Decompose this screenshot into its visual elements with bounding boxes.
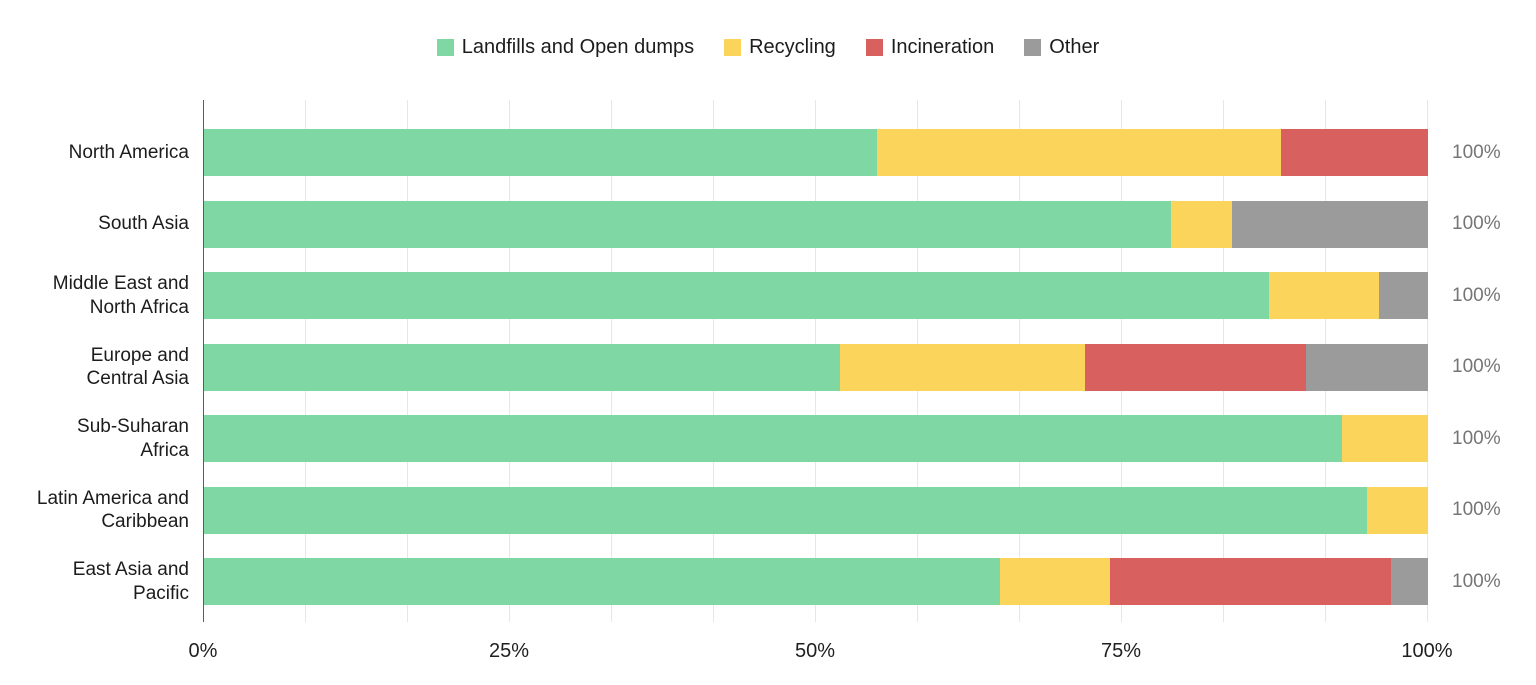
bar-segment-east-asia-and-pacific-landfills-and-open-dumps[interactable] xyxy=(204,558,1000,606)
category-label: Latin America and Caribbean xyxy=(36,487,189,533)
bar-segment-latin-america-and-caribbean-recycling[interactable] xyxy=(1366,486,1428,534)
x-tick-label-75: 75% xyxy=(1100,640,1142,662)
bar-track xyxy=(204,415,1428,463)
bar-total-label: 100% xyxy=(1452,499,1501,521)
x-tick-label-50: 50% xyxy=(794,640,836,662)
x-tick-label-100: 100% xyxy=(1401,640,1453,662)
bar-total-label: 100% xyxy=(1452,213,1501,235)
bar-segment-europe-and-central-asia-other[interactable] xyxy=(1305,343,1428,391)
bar-segment-europe-and-central-asia-incineration[interactable] xyxy=(1085,343,1306,391)
bar-total-label: 100% xyxy=(1452,356,1501,378)
bar-row-europe-and-central-asia: Europe and Central Asia 100% xyxy=(0,332,1536,404)
x-tick-label-0: 0% xyxy=(188,640,218,662)
bar-segment-sub-suharan-africa-landfills-and-open-dumps[interactable] xyxy=(204,415,1343,463)
legend-item-other[interactable]: Other xyxy=(1024,36,1099,59)
bar-row-sub-suharan-africa: Sub-Suharan Africa 100% xyxy=(0,403,1536,475)
bar-track xyxy=(204,486,1428,534)
legend-label: Recycling xyxy=(749,36,836,58)
legend-label: Other xyxy=(1049,36,1100,58)
category-label: South Asia xyxy=(98,213,189,235)
bar-segment-east-asia-and-pacific-other[interactable] xyxy=(1391,558,1428,606)
bar-row-south-asia: South Asia 100% xyxy=(0,189,1536,261)
bar-track xyxy=(204,200,1428,248)
bar-segment-europe-and-central-asia-landfills-and-open-dumps[interactable] xyxy=(204,343,841,391)
bar-row-latin-america-and-caribbean: Latin America and Caribbean 100% xyxy=(0,475,1536,547)
bar-segment-east-asia-and-pacific-incineration[interactable] xyxy=(1109,558,1392,606)
x-tick-label-25: 25% xyxy=(488,640,530,662)
bar-total-label: 100% xyxy=(1452,284,1501,306)
bar-row-north-america: North America 100% xyxy=(0,117,1536,189)
bar-segment-north-america-incineration[interactable] xyxy=(1281,129,1428,177)
legend-item-landfills-and-open-dumps[interactable]: Landfills and Open dumps xyxy=(436,36,695,59)
y-axis-line xyxy=(203,100,204,622)
bar-total-label: 100% xyxy=(1452,141,1501,163)
legend-label: Incineration xyxy=(890,36,995,58)
bar-total-label: 100% xyxy=(1452,570,1501,592)
legend-label: Landfills and Open dumps xyxy=(461,36,695,58)
bar-segment-south-asia-landfills-and-open-dumps[interactable] xyxy=(204,200,1171,248)
bar-segment-south-asia-other[interactable] xyxy=(1232,200,1428,248)
bar-row-east-asia-and-pacific: East Asia and Pacific 100% xyxy=(0,546,1536,618)
category-label: Sub-Suharan Africa xyxy=(77,416,189,461)
bar-segment-sub-suharan-africa-recycling[interactable] xyxy=(1342,415,1428,463)
category-label: East Asia and Pacific xyxy=(72,559,189,604)
category-label: North America xyxy=(68,141,189,163)
bar-segment-latin-america-and-caribbean-landfills-and-open-dumps[interactable] xyxy=(204,486,1367,534)
chart-legend: Landfills and Open dumps Recycling Inciner… xyxy=(0,36,1536,59)
bar-track xyxy=(204,558,1428,606)
bar-segment-europe-and-central-asia-recycling[interactable] xyxy=(840,343,1086,391)
legend-swatch-icon xyxy=(865,39,883,56)
category-label: Middle East and North Africa xyxy=(52,273,189,318)
legend-swatch-icon xyxy=(724,39,742,56)
bar-segment-middle-east-and-north-africa-other[interactable] xyxy=(1379,272,1428,320)
legend-item-recycling[interactable]: Recycling xyxy=(724,36,836,59)
bar-segment-south-asia-recycling[interactable] xyxy=(1170,200,1233,248)
bar-track xyxy=(204,343,1428,391)
category-label: Europe and Central Asia xyxy=(86,344,189,390)
bar-segment-middle-east-and-north-africa-recycling[interactable] xyxy=(1268,272,1380,320)
bar-segment-middle-east-and-north-africa-landfills-and-open-dumps[interactable] xyxy=(204,272,1269,320)
legend-item-incineration[interactable]: Incineration xyxy=(865,36,995,59)
legend-swatch-icon xyxy=(1024,39,1042,56)
bar-row-middle-east-and-north-africa: Middle East and North Africa 100% xyxy=(0,260,1536,332)
plot-area: North America 100% South Asia 100% Middle Ea… xyxy=(37,100,1501,662)
bar-total-label: 100% xyxy=(1452,427,1501,449)
bar-segment-east-asia-and-pacific-recycling[interactable] xyxy=(999,558,1110,606)
legend-swatch-icon xyxy=(436,39,454,56)
bar-track xyxy=(204,129,1428,177)
bar-track xyxy=(204,272,1428,320)
bar-segment-north-america-landfills-and-open-dumps[interactable] xyxy=(204,129,878,177)
bar-segment-north-america-recycling[interactable] xyxy=(877,129,1282,177)
